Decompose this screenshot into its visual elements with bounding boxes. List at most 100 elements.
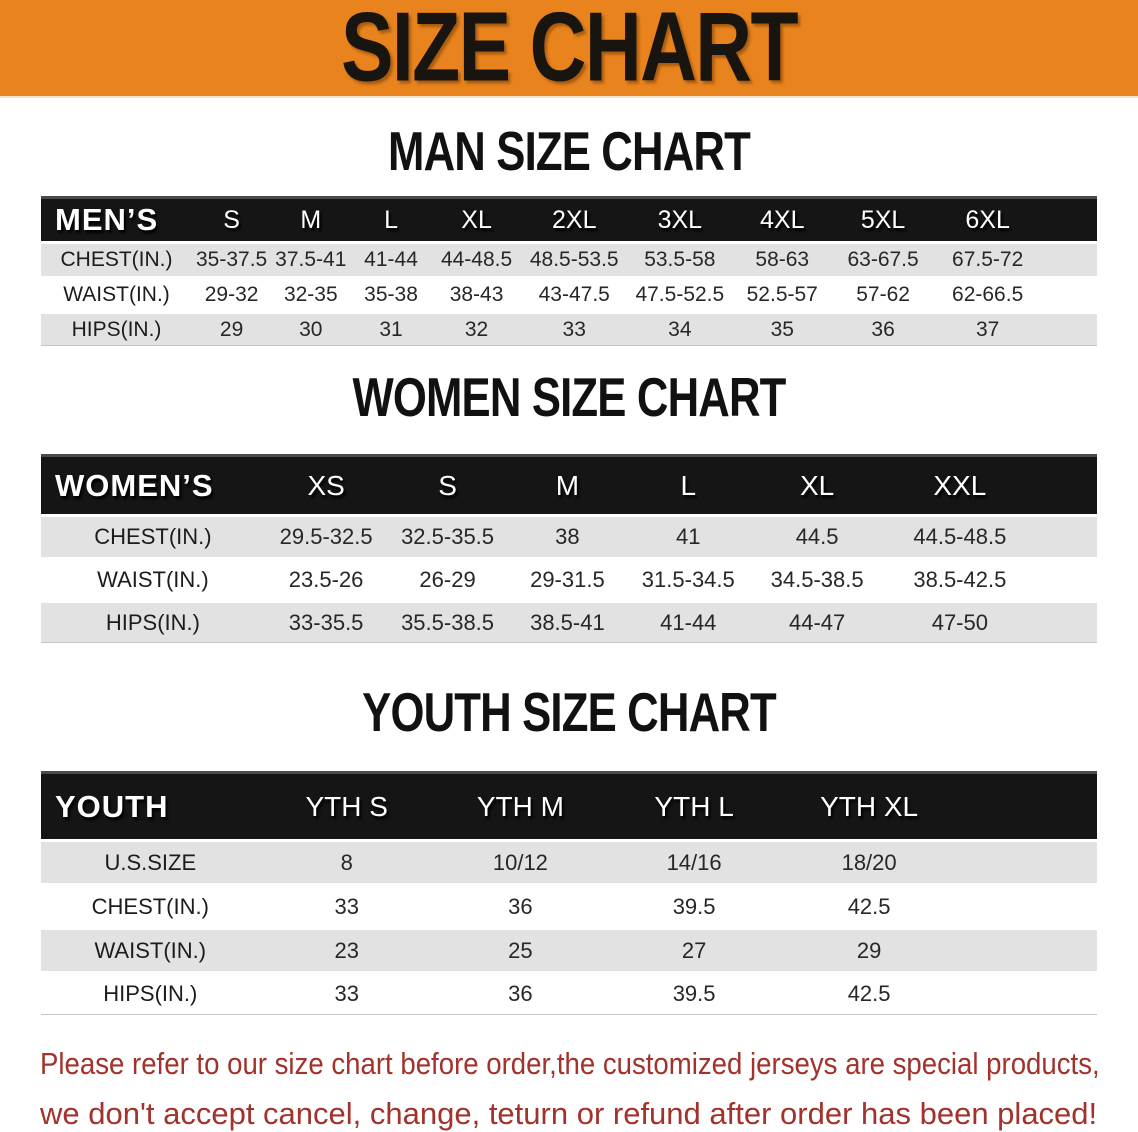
size-value-cell: 67.5-72 [934,241,1097,276]
disclaimer-line-2: we don't accept cancel, change, teturn o… [40,1096,1098,1131]
column-header: XS [264,454,388,514]
row-label: WAIST(IN.) [41,557,265,600]
column-header: 3XL [627,196,733,241]
table-row: HIPS(IN.) 29 30 31 32 33 34 35 36 37 [41,311,1097,346]
table-row: U.S.SIZE 8 10/12 14/16 18/20 [41,839,1097,883]
row-label: HIPS(IN.) [41,600,265,643]
size-value-cell: 47-50 [884,600,1097,643]
size-value-cell: 31 [350,311,432,346]
size-value-cell: 41 [627,514,750,557]
youth-size-table: YOUTH YTH S YTH M YTH L YTH XL U.S.SIZE 8 10/1… [41,771,1097,1015]
table-row: CHEST(IN.) 33 36 39.5 42.5 [41,883,1097,927]
table-row: CHEST(IN.) 35-37.5 37.5-41 41-44 44-48.5 48.5… [41,241,1097,276]
table-row: HIPS(IN.) 33 36 39.5 42.5 [41,971,1097,1015]
size-value-cell: 33 [259,883,434,927]
table-row: HIPS(IN.) 33-35.5 35.5-38.5 38.5-41 41-44 44-… [41,600,1097,643]
size-value-cell: 41-44 [350,241,432,276]
size-value-cell: 29-31.5 [507,557,628,600]
size-value-cell: 63-67.5 [831,241,935,276]
size-value-cell: 38.5-42.5 [884,557,1097,600]
size-value-cell: 42.5 [781,971,1097,1015]
row-label: WAIST(IN.) [41,927,260,971]
size-value-cell: 34 [627,311,733,346]
table-row: CHEST(IN.) 29.5-32.5 32.5-35.5 38 41 44.5 44.5… [41,514,1097,557]
column-header: XL [749,454,885,514]
size-value-cell: 43-47.5 [521,276,628,311]
size-value-cell: 42.5 [781,883,1097,927]
size-value-cell: 36 [831,311,935,346]
column-header: YTH XL [781,771,1097,839]
size-value-cell: 29-32 [192,276,272,311]
row-label: CHEST(IN.) [41,883,260,927]
size-value-cell: 44-47 [749,600,885,643]
row-label: CHEST(IN.) [41,514,265,557]
size-value-cell: 58-63 [732,241,832,276]
youth-header-row: YOUTH YTH S YTH M YTH L YTH XL [41,771,1097,839]
size-value-cell: 37 [934,311,1097,346]
size-value-cell: 44.5-48.5 [884,514,1097,557]
size-value-cell: 37.5-41 [271,241,351,276]
row-label: WAIST(IN.) [41,276,193,311]
column-header: 2XL [521,196,628,241]
size-value-cell: 31.5-34.5 [627,557,750,600]
size-value-cell: 32 [431,311,522,346]
womens-size-table: WOMEN’S XS S M L XL XXL CHEST(IN.) 29.5-32.5 32.… [41,454,1097,643]
column-header: 4XL [732,196,832,241]
man-size-chart-heading: MAN SIZE CHART [388,121,751,183]
size-value-cell: 62-66.5 [934,276,1097,311]
size-value-cell: 38 [507,514,628,557]
column-header: XL [431,196,522,241]
size-value-cell: 33 [259,971,434,1015]
size-value-cell: 29.5-32.5 [264,514,388,557]
table-row: WAIST(IN.) 23.5-26 26-29 29-31.5 31.5-34.5 34… [41,557,1097,600]
women-size-chart-heading: WOMEN SIZE CHART [352,367,786,429]
size-value-cell: 47.5-52.5 [627,276,733,311]
column-header: M [271,196,351,241]
size-value-cell: 14/16 [606,839,782,883]
size-value-cell: 39.5 [606,971,782,1015]
size-value-cell: 23.5-26 [264,557,388,600]
column-header: YTH L [606,771,782,839]
table-corner-label: YOUTH [41,771,260,839]
column-header: L [350,196,432,241]
mens-size-table: MEN’S S M L XL 2XL 3XL 4XL 5XL 6XL CHEST(IN.) 35-3… [41,196,1097,346]
size-value-cell: 38.5-41 [507,600,628,643]
size-value-cell: 52.5-57 [732,276,832,311]
size-value-cell: 35.5-38.5 [387,600,508,643]
disclaimer-line-1: Please refer to our size chart before or… [40,1046,1100,1081]
size-value-cell: 29 [781,927,1097,971]
column-header: S [192,196,272,241]
table-corner-label: WOMEN’S [41,454,265,514]
size-value-cell: 38-43 [431,276,522,311]
size-value-cell: 53.5-58 [627,241,733,276]
size-value-cell: 44-48.5 [431,241,522,276]
size-chart-banner: SIZE CHART [0,0,1138,98]
size-value-cell: 36 [433,883,607,927]
column-header: YTH M [433,771,607,839]
mens-header-row: MEN’S S M L XL 2XL 3XL 4XL 5XL 6XL [41,196,1097,241]
column-header: XXL [884,454,1097,514]
column-header: S [387,454,508,514]
size-value-cell: 36 [433,971,607,1015]
column-header: 5XL [831,196,935,241]
size-value-cell: 41-44 [627,600,750,643]
size-value-cell: 32.5-35.5 [387,514,508,557]
size-value-cell: 34.5-38.5 [749,557,885,600]
column-header: YTH S [259,771,434,839]
size-value-cell: 32-35 [271,276,351,311]
row-label: CHEST(IN.) [41,241,193,276]
column-header: L [627,454,750,514]
size-value-cell: 35-38 [350,276,432,311]
size-value-cell: 18/20 [781,839,1097,883]
size-value-cell: 35 [732,311,832,346]
row-label: HIPS(IN.) [41,311,193,346]
size-value-cell: 44.5 [749,514,885,557]
table-row: WAIST(IN.) 29-32 32-35 35-38 38-43 43-47.5 47.… [41,276,1097,311]
youth-size-chart-heading: YOUTH SIZE CHART [362,682,777,744]
size-value-cell: 33-35.5 [264,600,388,643]
disclaimer-note: Please refer to our size chart before or… [0,1039,1138,1132]
table-corner-label: MEN’S [41,196,193,241]
column-header: M [507,454,628,514]
size-value-cell: 30 [271,311,351,346]
size-value-cell: 23 [259,927,434,971]
